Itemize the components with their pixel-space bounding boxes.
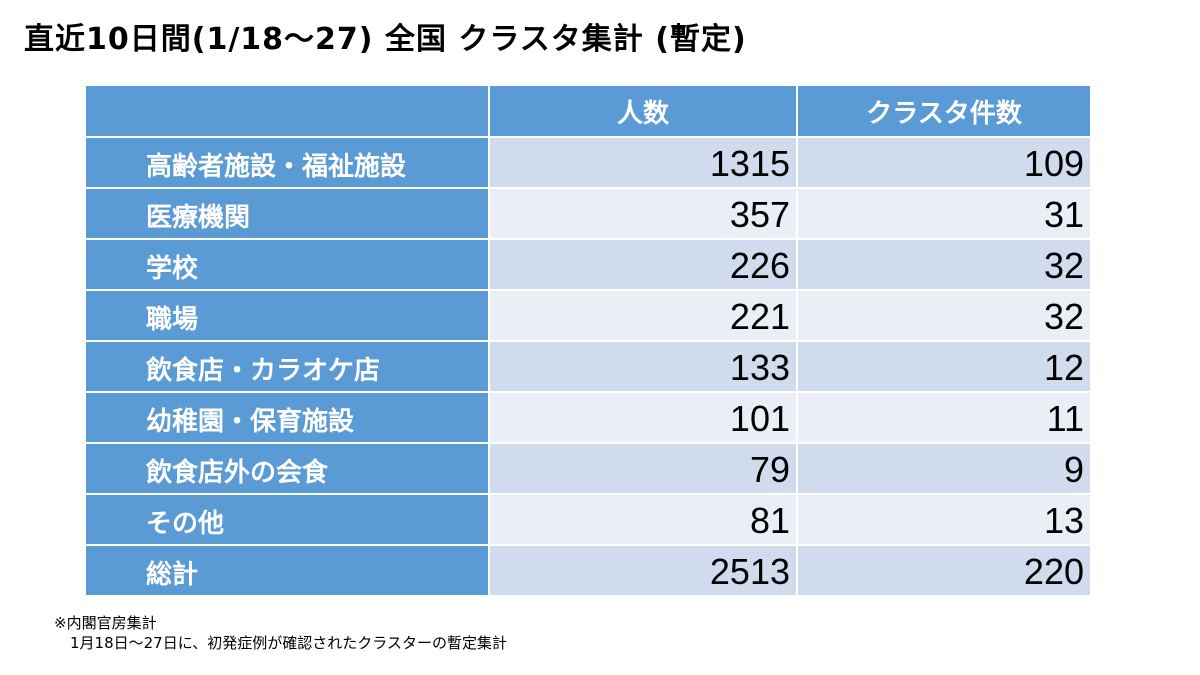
- table-row: 幼稚園・保育施設 101 11: [84, 391, 1092, 444]
- row-people: 357: [488, 187, 798, 240]
- row-people: 81: [488, 493, 798, 546]
- header-people: 人数: [488, 84, 798, 138]
- table-row: 飲食店・カラオケ店 133 12: [84, 340, 1092, 393]
- table-header-row: 人数 クラスタ件数: [84, 84, 1092, 138]
- row-cluster-count: 109: [796, 136, 1092, 189]
- row-category: 飲食店・カラオケ店: [84, 340, 490, 393]
- row-category: 飲食店外の会食: [84, 442, 490, 495]
- row-category: 高齢者施設・福祉施設: [84, 136, 490, 189]
- row-cluster-count: 13: [796, 493, 1092, 546]
- row-category: 医療機関: [84, 187, 490, 240]
- row-category: 学校: [84, 238, 490, 291]
- row-people: 79: [488, 442, 798, 495]
- table-row: 学校 226 32: [84, 238, 1092, 291]
- table-row: 飲食店外の会食 79 9: [84, 442, 1092, 495]
- row-people: 2513: [488, 544, 798, 597]
- row-people: 101: [488, 391, 798, 444]
- row-cluster-count: 11: [796, 391, 1092, 444]
- cluster-table: 人数 クラスタ件数 高齢者施設・福祉施設 1315 109 医療機関 357 3…: [84, 84, 1092, 597]
- row-cluster-count: 32: [796, 289, 1092, 342]
- row-people: 1315: [488, 136, 798, 189]
- row-category: その他: [84, 493, 490, 546]
- footnote-source: ※内閣官房集計: [54, 614, 157, 632]
- row-cluster-count: 12: [796, 340, 1092, 393]
- header-category: [84, 84, 490, 138]
- table-row: その他 81 13: [84, 493, 1092, 546]
- row-cluster-count: 9: [796, 442, 1092, 495]
- row-category: 総計: [84, 544, 490, 597]
- table-row: 医療機関 357 31: [84, 187, 1092, 240]
- table-row: 職場 221 32: [84, 289, 1092, 342]
- footnote-detail: 1月18日〜27日に、初発症例が確認されたクラスターの暫定集計: [70, 634, 507, 652]
- table-row-total: 総計 2513 220: [84, 544, 1092, 597]
- row-category: 幼稚園・保育施設: [84, 391, 490, 444]
- row-people: 133: [488, 340, 798, 393]
- row-cluster-count: 32: [796, 238, 1092, 291]
- footnote: ※内閣官房集計 1月18日〜27日に、初発症例が確認されたクラスターの暫定集計: [54, 613, 507, 653]
- row-cluster-count: 220: [796, 544, 1092, 597]
- row-people: 221: [488, 289, 798, 342]
- table-row: 高齢者施設・福祉施設 1315 109: [84, 136, 1092, 189]
- row-people: 226: [488, 238, 798, 291]
- header-cluster-count: クラスタ件数: [796, 84, 1092, 138]
- row-category: 職場: [84, 289, 490, 342]
- page-title: 直近10日間(1/18〜27) 全国 クラスタ集計 (暫定): [24, 22, 747, 57]
- row-cluster-count: 31: [796, 187, 1092, 240]
